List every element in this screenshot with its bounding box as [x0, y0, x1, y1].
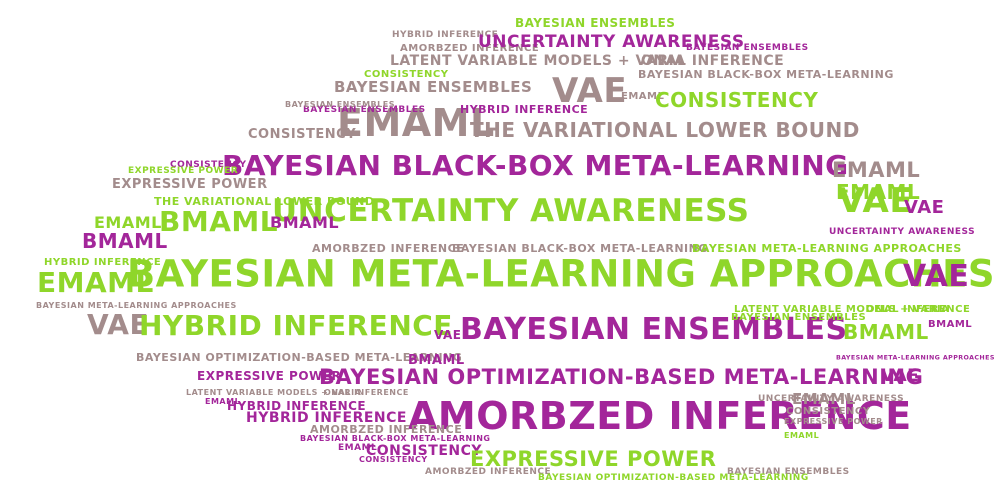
- word: BMAML: [159, 205, 279, 238]
- word: BAYESIAN ENSEMBLES: [686, 43, 809, 53]
- word: ONAL INFERENCE: [641, 53, 785, 69]
- word: EMAML: [621, 91, 665, 102]
- word: EXPRESSIVE POWER: [784, 417, 883, 426]
- word: HYBRID INFERENCE: [139, 309, 453, 342]
- word: LATENT VARIABLE MODELS + VARIA: [734, 304, 950, 315]
- word: EMAML: [836, 180, 921, 204]
- word: BAYESIAN OPTIMIZATION-BASED META-LEARNIN…: [538, 473, 809, 483]
- word: EMAML: [337, 101, 495, 145]
- word: BAYESIAN ENSEMBLES: [303, 105, 426, 115]
- word: BAYESIAN BLACK-BOX META-LEARNING: [452, 242, 708, 255]
- word: EMAML: [832, 158, 921, 182]
- word: BMAML: [843, 320, 929, 344]
- word: VAE: [903, 259, 970, 294]
- word: EXPRESSIVE POWER: [112, 177, 268, 192]
- word: CONSISTENCY: [170, 160, 247, 170]
- word: BMAML: [408, 353, 465, 368]
- word: EXPRESSIVE POWER: [197, 369, 342, 383]
- word: BAYESIAN OPTIMIZATION-BASED META-LEARNIN…: [319, 365, 924, 389]
- word: CONSISTENCY: [655, 88, 819, 112]
- word: BMAML: [270, 213, 340, 232]
- word: UNCERTAINTY AWARENESS: [758, 394, 905, 404]
- word: THE VARIATIONAL LOWER BOUND: [470, 118, 860, 142]
- word: EMAML: [338, 443, 378, 453]
- word: CONSISTENCY: [366, 443, 483, 459]
- word: BMAML: [82, 229, 168, 253]
- word: VAE: [838, 181, 914, 221]
- word: VAE: [87, 308, 150, 341]
- word: THE VARIATIONAL LOWER BOUND: [154, 195, 375, 208]
- word: BAYESIAN OPTIMIZATION-BASED META-LEARNIN…: [136, 351, 463, 364]
- word: BAYESIAN ENSEMBLES: [515, 16, 676, 30]
- word: LATENT VARIABLE MODELS + VARIA: [186, 388, 362, 397]
- word: BAYESIAN META-LEARNING APPROACHES: [127, 253, 996, 296]
- word: VAE: [552, 71, 628, 111]
- word: BAYESIAN BLACK-BOX META-LEARNING: [300, 434, 491, 443]
- word: CONSISTENCY: [359, 455, 428, 464]
- word: UNCERTAINTY AWARENESS: [478, 32, 745, 52]
- word: VAE: [881, 366, 920, 386]
- word: BAYESIAN ENSEMBLES: [285, 100, 395, 109]
- word: HYBRID INFERENCE: [246, 410, 407, 426]
- word: EMAML: [792, 390, 856, 408]
- word: BAYESIAN ENSEMBLES: [460, 312, 848, 347]
- word: ONAL INFERENCE: [866, 304, 971, 315]
- word: BAYESIAN META-LEARNING APPROACHES: [836, 354, 995, 362]
- word: EXPRESSIVE POWER: [470, 447, 717, 471]
- word: BAYESIAN META-LEARNING APPROACHES: [692, 242, 962, 255]
- word: HYBRID INFERENCE: [227, 399, 367, 413]
- word: ONAL INFERENCE: [324, 388, 409, 397]
- word: BAYESIAN ENSEMBLES: [731, 312, 867, 323]
- word: HYBRID INFERENCE: [392, 30, 499, 40]
- word: BMAML: [928, 319, 973, 330]
- word: AMORBZED INFERENCE: [408, 394, 912, 438]
- word: EMAML: [94, 213, 162, 232]
- word: BAYESIAN ENSEMBLES: [334, 78, 533, 96]
- word: EMAML: [37, 266, 154, 299]
- word: VAE: [434, 328, 462, 342]
- word: AMORBZED INFERENCE: [425, 467, 552, 477]
- word: BAYESIAN META-LEARNING APPROACHES: [36, 301, 237, 310]
- word: EXPRESSIVE POWER: [128, 166, 239, 176]
- word: AMORBZED INFERENCE: [400, 43, 540, 54]
- word: BAYESIAN BLACK-BOX META-LEARNING: [638, 68, 894, 81]
- word: VAE: [904, 197, 945, 218]
- word: HYBRID INFERENCE: [460, 103, 589, 116]
- word: AMORBZED INFERENCE: [310, 423, 463, 436]
- word: EMAML: [784, 431, 820, 440]
- word: BAYESIAN BLACK-BOX META-LEARNING: [222, 149, 849, 182]
- word: CONSISTENCY: [364, 69, 449, 80]
- word: UNCERTAINTY AWARENESS: [272, 193, 750, 229]
- word: CONSISTENCY: [786, 406, 871, 417]
- word: BAYESIAN ENSEMBLES: [727, 467, 850, 477]
- word: HYBRID INFERENCE: [44, 257, 162, 268]
- word: AMORBZED INFERENCE: [312, 242, 465, 255]
- word: EMAML: [205, 397, 241, 406]
- word: CONSISTENCY: [248, 127, 357, 142]
- word: UNCERTAINTY AWARENESS: [829, 227, 976, 237]
- word: LATENT VARIABLE MODELS + VARIA: [390, 53, 686, 69]
